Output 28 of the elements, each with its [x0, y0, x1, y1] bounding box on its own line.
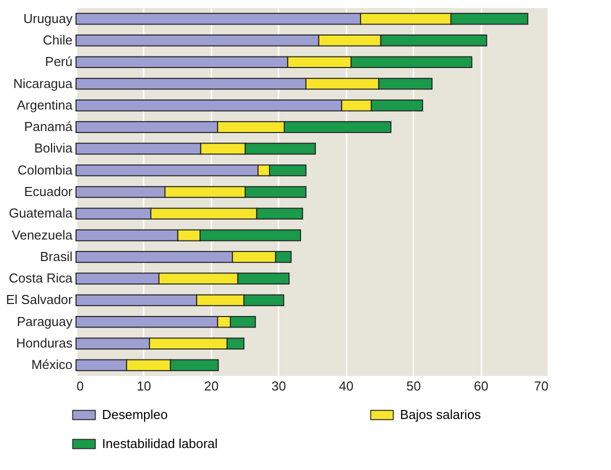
legend-label: Desempleo	[102, 407, 168, 422]
y-tick-label: El Salvador	[6, 292, 74, 308]
x-tick-label: 50	[406, 378, 421, 394]
x-tick-label: 40	[338, 378, 354, 394]
y-tick-label: Paraguay	[16, 314, 73, 329]
x-tick-label: 60	[474, 378, 488, 394]
x-tick-label: 0	[76, 378, 84, 394]
y-tick-label: Honduras	[16, 336, 73, 351]
y-tick-label: Guatemala	[8, 206, 74, 221]
y-tick-label: Nicaragua	[13, 76, 74, 91]
x-tick-label: 70	[534, 378, 548, 394]
legend-label: Bajos salarios	[400, 407, 482, 422]
x-tick-label: 30	[272, 378, 286, 394]
x-tick-label: 20	[204, 378, 219, 394]
y-tick-label: Costa Rica	[8, 270, 74, 286]
y-tick-label: Argentina	[16, 97, 74, 112]
y-tick-label: Panamá	[24, 119, 74, 134]
y-tick-label: Uruguay	[23, 10, 73, 26]
y-tick-label: Brasil	[40, 248, 73, 264]
y-tick-label: Bolivia	[34, 140, 74, 156]
y-tick-label: Perú	[45, 54, 72, 70]
y-tick-label: México	[31, 357, 72, 372]
y-tick-label: Chile	[42, 32, 72, 48]
x-tick-label: 10	[136, 378, 152, 394]
y-tick-label: Venezuela	[12, 227, 74, 242]
y-tick-label: Colombia	[18, 162, 74, 178]
legend-label: Inestabilidad laboral	[102, 436, 218, 451]
y-tick-label: Ecuador	[24, 184, 74, 199]
